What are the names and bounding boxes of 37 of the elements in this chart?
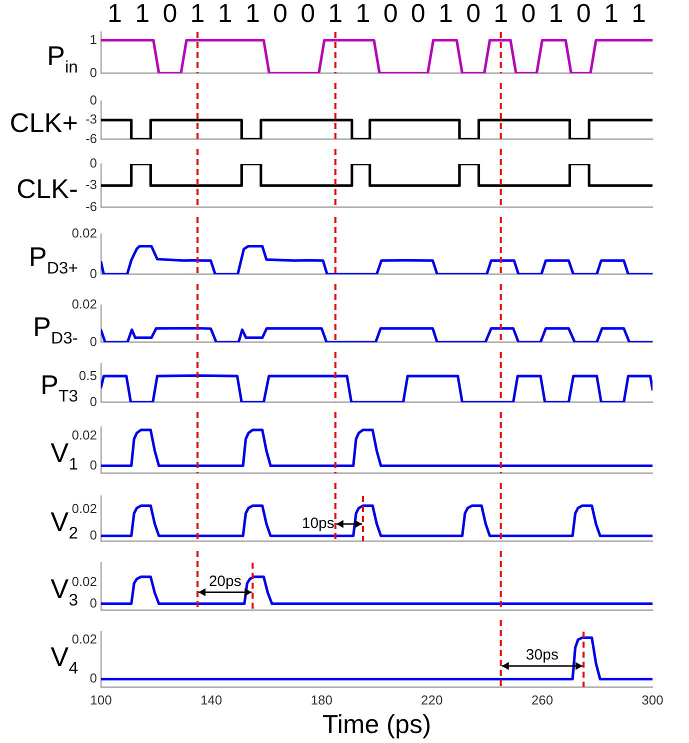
y-tick-label: 0.5	[78, 368, 97, 384]
annotation: 10ps	[302, 515, 334, 532]
y-tick-label: 0	[90, 457, 97, 472]
y-tick-label: 0	[90, 266, 97, 281]
y-tick-label: 0.02	[72, 574, 97, 589]
y-tick-label: 0.02	[72, 500, 97, 516]
y-tick-label: -6	[85, 130, 97, 146]
y-tick-label: -6	[85, 198, 97, 214]
y-axis-title: P$_{D3-}$	[32, 312, 78, 350]
x-tick-label: 300	[642, 692, 664, 708]
y-axis-title: CLK-	[15, 174, 78, 204]
x-tick-label: 260	[531, 692, 554, 708]
y-tick-label: -3	[85, 177, 97, 192]
y-axis-title: CLK+	[8, 108, 78, 138]
y-tick-label: 1	[90, 32, 97, 47]
y-tick-label: 0	[90, 64, 97, 80]
y-axis-title: P$_{in}$	[46, 40, 78, 78]
x-tick-label: 100	[90, 692, 112, 708]
y-tick-label: 0	[90, 334, 97, 349]
annotation: 30ps	[526, 646, 558, 664]
x-tick-label: 180	[310, 692, 332, 708]
y-tick-label: 0	[90, 670, 97, 686]
y-tick-label: 0.02	[72, 226, 97, 241]
y-tick-label: 0	[90, 156, 97, 171]
annotation: 20ps	[208, 572, 242, 590]
y-tick-label: 0	[90, 394, 97, 409]
y-tick-label: 0	[90, 527, 97, 542]
y-axis-title: P$_{D3+}$	[28, 242, 78, 280]
x-axis-title: Time (ps)	[321, 709, 432, 740]
chart-title: 1 1 0 1 1 1 0 0 1 1 0 0 1 0 1 0 1 0 1 1	[108, 0, 646, 28]
x-tick-label: 140	[200, 692, 222, 708]
y-tick-label: 0	[90, 92, 97, 108]
y-axis-title: P$_{T3}$	[39, 370, 78, 408]
y-tick-label: -3	[85, 112, 97, 127]
y-tick-label: 0.02	[72, 296, 97, 312]
x-tick-label: 220	[421, 692, 443, 708]
y-tick-label: 0	[90, 595, 97, 610]
